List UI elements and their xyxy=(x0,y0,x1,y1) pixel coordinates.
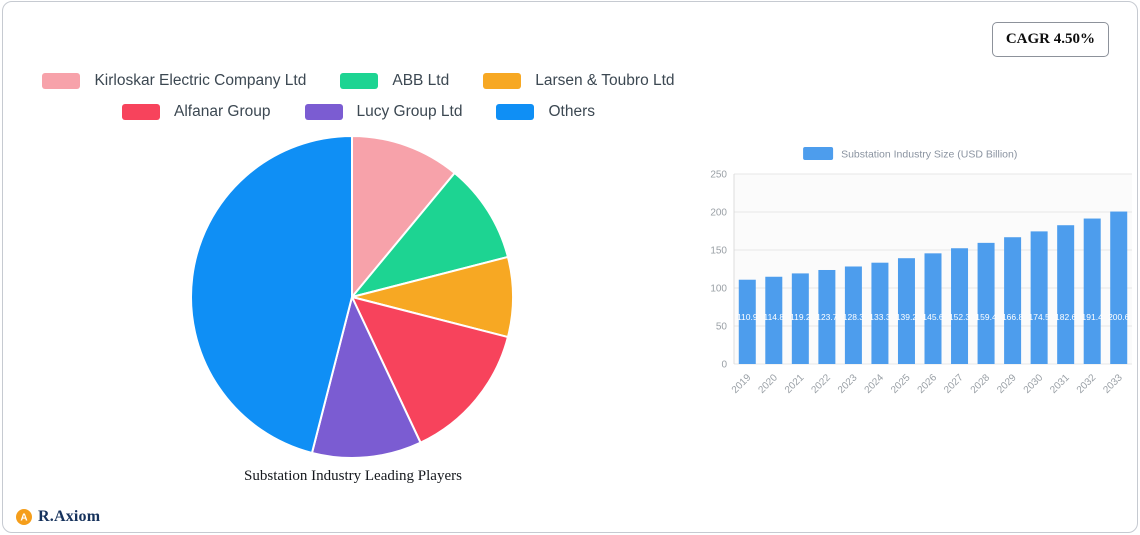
y-axis-tick-label: 0 xyxy=(721,360,727,371)
legend-label: Others xyxy=(548,103,595,120)
legend-swatch-larsen-toubro-ltd xyxy=(483,73,522,89)
x-axis-tick-label: 2033 xyxy=(1101,372,1125,396)
x-axis-tick-label: 2022 xyxy=(809,372,833,396)
x-axis-tick-label: 2023 xyxy=(836,372,860,396)
x-axis-tick-label: 2028 xyxy=(969,372,993,396)
bar-2020 xyxy=(765,276,783,364)
x-axis-tick-label: 2021 xyxy=(783,372,807,396)
x-axis-tick-label: 2024 xyxy=(863,372,887,396)
legend-item-abb-ltd: ABB Ltd xyxy=(340,72,449,90)
x-axis-tick-label: 2030 xyxy=(1022,372,1046,396)
x-axis-tick-label: 2020 xyxy=(756,372,780,396)
bar-2023 xyxy=(844,266,862,364)
pie-chart xyxy=(190,135,514,459)
y-axis-tick-label: 150 xyxy=(710,246,727,257)
bar-2029 xyxy=(1004,237,1022,364)
legend-label: Lucy Group Ltd xyxy=(356,103,463,120)
legend-swatch-others xyxy=(496,104,535,120)
bar-value-label: 133.3 xyxy=(869,312,891,322)
bar-value-label: 110.9 xyxy=(737,312,758,322)
bar-2026 xyxy=(924,253,942,364)
legend-item-kirloskar-electric-company-ltd: Kirloskar Electric Company Ltd xyxy=(42,72,306,90)
pie-slice-lucy-group-ltd xyxy=(310,296,422,459)
bar-2022 xyxy=(818,269,836,364)
bar-2021 xyxy=(791,273,809,364)
bar-legend-swatch xyxy=(803,147,834,160)
bar-chart: 0 50 100 150 200 250 110.9 114.8 119.2 123.7 128.3… xyxy=(710,147,1132,396)
x-axis-tick-label: 2029 xyxy=(995,372,1019,396)
bar-2028 xyxy=(977,242,995,364)
legend-label: Larsen & Toubro Ltd xyxy=(535,72,675,89)
legend-swatch-alfanar-group xyxy=(122,104,160,120)
bar-2025 xyxy=(897,258,915,364)
legend-item-alfanar-group: Alfanar Group xyxy=(122,103,271,121)
legend-row: Alfanar Group Lucy Group Ltd Others xyxy=(122,103,595,121)
legend-swatch-lucy-group-ltd xyxy=(304,104,343,120)
bar-value-label: 191.4 xyxy=(1082,312,1104,322)
bar-2033 xyxy=(1110,211,1128,364)
legend-row: Kirloskar Electric Company Ltd ABB Ltd Lar… xyxy=(42,72,675,90)
bar-value-label: 128.3 xyxy=(843,312,865,322)
bar-value-label: 182.6 xyxy=(1055,312,1077,322)
bar-2031 xyxy=(1057,225,1075,364)
bar-value-label: 123.7 xyxy=(816,312,838,322)
legend-item-lucy-group-ltd: Lucy Group Ltd xyxy=(304,103,463,121)
x-axis-tick-label: 2026 xyxy=(916,372,940,396)
y-axis-tick-label: 100 xyxy=(710,284,727,295)
pie-slice-kirloskar-electric-company-ltd xyxy=(351,135,456,298)
bar-value-label: 114.8 xyxy=(763,312,784,322)
brand-footer: A R.Axiom xyxy=(15,508,100,526)
bar-value-label: 139.2 xyxy=(896,312,918,322)
y-axis-tick-label: 200 xyxy=(710,208,727,219)
legend-label: Kirloskar Electric Company Ltd xyxy=(94,72,307,89)
legend-swatch-abb-ltd xyxy=(340,73,379,89)
bar-chart-container: 0 50 100 150 200 250 110.9 114.8 119.2 123.7 128.3… xyxy=(698,140,1137,417)
cagr-badge: CAGR 4.50% xyxy=(991,22,1109,57)
x-axis-tick-label: 2027 xyxy=(942,372,966,396)
legend-label: Alfanar Group xyxy=(174,103,271,120)
brand-icon: A xyxy=(16,509,32,525)
pie-slice-alfanar-group xyxy=(351,296,509,444)
bar-2024 xyxy=(871,262,889,364)
bar-value-label: 174.5 xyxy=(1028,312,1050,322)
svg-text:A: A xyxy=(20,513,27,524)
y-axis-tick-label: 50 xyxy=(716,322,728,333)
bar-value-label: 119.2 xyxy=(790,312,811,322)
x-axis-tick-label: 2019 xyxy=(730,372,754,396)
legend-swatch-kirloskar-electric-company-ltd xyxy=(42,73,81,89)
pie-chart-container xyxy=(181,132,525,471)
x-axis-tick-label: 2032 xyxy=(1075,372,1099,396)
bar-2032 xyxy=(1083,218,1101,364)
bar-value-label: 159.4 xyxy=(975,312,997,322)
bar-legend-label: Substation Industry Size (USD Billion) xyxy=(841,149,1017,161)
legend-label: ABB Ltd xyxy=(392,72,450,89)
legend-item-larsen-toubro-ltd: Larsen & Toubro Ltd xyxy=(483,72,675,90)
x-axis-tick-label: 2025 xyxy=(889,372,913,396)
pie-slice-others xyxy=(190,135,353,454)
bar-value-label: 145.6 xyxy=(922,312,944,322)
legend-item-others: Others xyxy=(496,103,595,121)
bar-value-label: 166.8 xyxy=(1002,312,1024,322)
brand-name: R.Axiom xyxy=(38,508,101,525)
bar-value-label: 200.6 xyxy=(1108,312,1130,322)
bar-2030 xyxy=(1030,231,1048,364)
x-axis-tick-label: 2031 xyxy=(1048,372,1072,396)
bar-2019 xyxy=(738,279,756,364)
y-axis-tick-label: 250 xyxy=(710,170,727,181)
bar-2027 xyxy=(951,248,969,364)
bar-value-label: 152.3 xyxy=(949,312,971,322)
pie-caption: Substation Industry Leading Players xyxy=(244,468,462,484)
chart-legend: Kirloskar Electric Company Ltd ABB Ltd Lar… xyxy=(31,72,686,121)
